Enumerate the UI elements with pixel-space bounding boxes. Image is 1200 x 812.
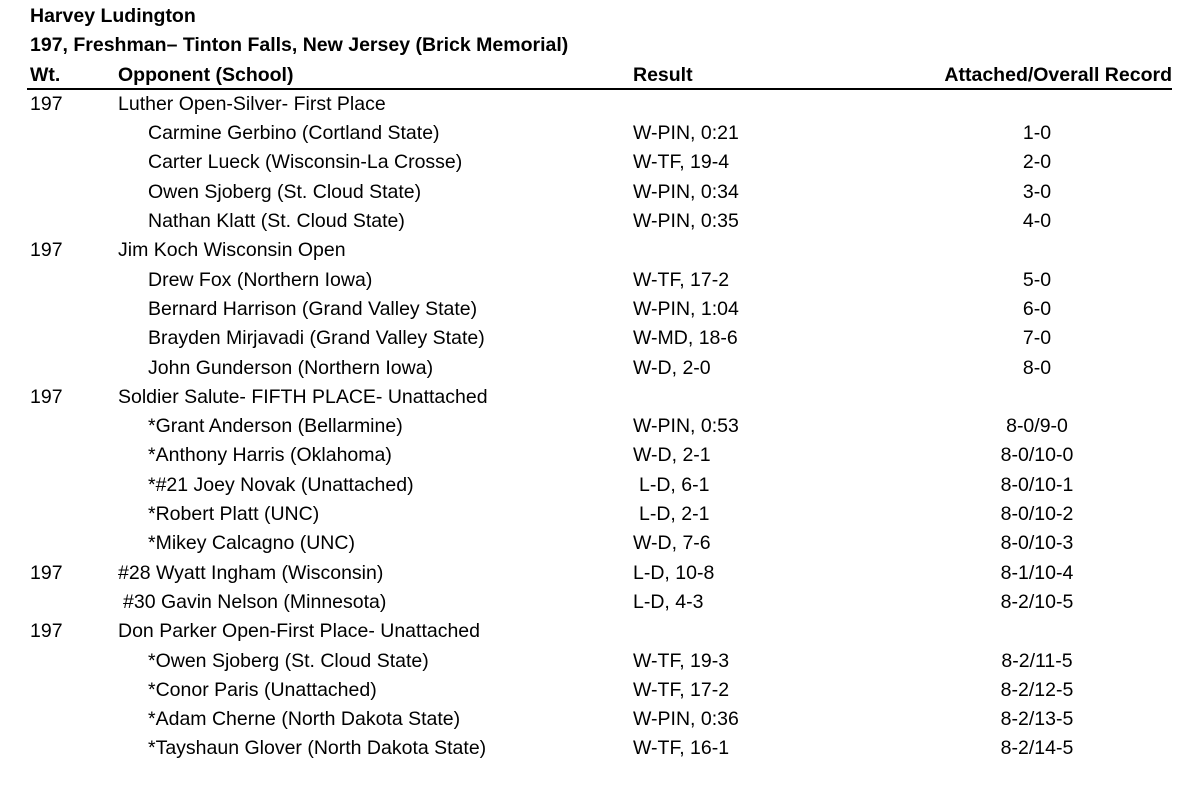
result-cell: W-PIN, 0:34	[633, 180, 739, 203]
result-cell: W-PIN, 0:53	[633, 415, 739, 438]
table-row: *Adam Cherne (North Dakota State) W-PIN,…	[27, 705, 1172, 734]
wt-cell: 197	[30, 92, 63, 115]
record-cell: 8-0/10-1	[1000, 473, 1074, 496]
table-row: 197 Don Parker Open-First Place- Unattac…	[27, 617, 1172, 646]
table-row: *Tayshaun Glover (North Dakota State) W-…	[27, 734, 1172, 763]
result-cell: W-TF, 17-2	[633, 268, 730, 291]
opponent-cell: *Tayshaun Glover (North Dakota State)	[148, 737, 487, 760]
result-cell: W-TF, 19-4	[633, 151, 730, 174]
result-cell: L-D, 6-1	[639, 473, 710, 496]
result-cell: W-TF, 17-2	[633, 678, 730, 701]
opponent-cell: Nathan Klatt (St. Cloud State)	[148, 210, 405, 233]
opponent-cell: Carmine Gerbino (Cortland State)	[148, 122, 440, 145]
opponent-cell: #28 Wyatt Ingham (Wisconsin)	[118, 561, 384, 584]
column-header-record: Attached/Overall Record	[944, 63, 1172, 86]
athlete-bio: 197, Freshman– Tinton Falls, New Jersey …	[30, 34, 569, 57]
result-cell: W-PIN, 1:04	[633, 297, 739, 320]
opponent-cell: Drew Fox (Northern Iowa)	[148, 268, 373, 291]
record-cell: 8-2/11-5	[1001, 649, 1073, 672]
table-row: #30 Gavin Nelson (Minnesota) L-D, 4-3 8-…	[27, 588, 1172, 617]
result-cell: W-TF, 16-1	[633, 737, 730, 760]
record-cell: 8-0/10-0	[1000, 444, 1074, 467]
record-cell: 8-0/10-3	[1000, 532, 1074, 555]
table-row: John Gunderson (Northern Iowa) W-D, 2-0 …	[27, 354, 1172, 383]
record-cell: 8-0/9-0	[1006, 415, 1068, 438]
result-cell: L-D, 4-3	[633, 590, 704, 613]
record-cell: 8-0/10-2	[1000, 503, 1074, 526]
opponent-cell: *Mikey Calcagno (UNC)	[148, 532, 355, 555]
table-row: Carter Lueck (Wisconsin-La Crosse) W-TF,…	[27, 148, 1172, 177]
opponent-cell: Bernard Harrison (Grand Valley State)	[148, 297, 478, 320]
record-cell: 4-0	[1022, 210, 1052, 233]
record-cell: 3-0	[1022, 180, 1052, 203]
table-row: Owen Sjoberg (St. Cloud State) W-PIN, 0:…	[27, 178, 1172, 207]
table-row: Drew Fox (Northern Iowa) W-TF, 17-2 5-0	[27, 266, 1172, 295]
opponent-cell: Carter Lueck (Wisconsin-La Crosse)	[148, 151, 463, 174]
record-cell: 8-2/12-5	[1000, 678, 1074, 701]
opponent-cell: *#21 Joey Novak (Unattached)	[148, 473, 414, 496]
record-cell: 8-2/14-5	[1000, 737, 1074, 760]
result-cell: L-D, 10-8	[633, 561, 715, 584]
table-row: *Owen Sjoberg (St. Cloud State) W-TF, 19…	[27, 647, 1172, 676]
opponent-cell: *Anthony Harris (Oklahoma)	[148, 444, 392, 467]
opponent-cell: Jim Koch Wisconsin Open	[118, 239, 346, 262]
table-row: 197 Jim Koch Wisconsin Open	[27, 236, 1172, 265]
results-table-body: 197 Luther Open-Silver- First Place Carm…	[27, 90, 1172, 764]
opponent-cell: *Grant Anderson (Bellarmine)	[148, 415, 403, 438]
column-header-wt: Wt.	[30, 63, 61, 86]
record-cell: 6-0	[1022, 297, 1052, 320]
opponent-cell: *Robert Platt (UNC)	[148, 503, 320, 526]
result-cell: W-MD, 18-6	[633, 327, 738, 350]
table-row: *Anthony Harris (Oklahoma) W-D, 2-1 8-0/…	[27, 441, 1172, 470]
wt-cell: 197	[30, 561, 63, 584]
table-row: 197 Luther Open-Silver- First Place	[27, 90, 1172, 119]
opponent-cell: Brayden Mirjavadi (Grand Valley State)	[148, 327, 485, 350]
wt-cell: 197	[30, 620, 63, 643]
table-row: *Mikey Calcagno (UNC) W-D, 7-6 8-0/10-3	[27, 529, 1172, 558]
opponent-cell: John Gunderson (Northern Iowa)	[148, 356, 434, 379]
opponent-cell: #30 Gavin Nelson (Minnesota)	[123, 590, 387, 613]
record-cell: 2-0	[1022, 151, 1052, 174]
record-cell: 8-0	[1022, 356, 1052, 379]
result-cell: W-D, 2-0	[633, 356, 711, 379]
result-cell: W-D, 7-6	[633, 532, 711, 555]
table-row: 197 Soldier Salute- FIFTH PLACE- Unattac…	[27, 383, 1172, 412]
opponent-cell: Soldier Salute- FIFTH PLACE- Unattached	[118, 385, 488, 408]
result-cell: W-TF, 19-3	[633, 649, 730, 672]
table-row: 197 #28 Wyatt Ingham (Wisconsin) L-D, 10…	[27, 559, 1172, 588]
record-cell: 8-2/13-5	[1000, 708, 1074, 731]
table-row: Carmine Gerbino (Cortland State) W-PIN, …	[27, 119, 1172, 148]
opponent-cell: Owen Sjoberg (St. Cloud State)	[148, 180, 422, 203]
column-header-opponent: Opponent (School)	[118, 63, 294, 86]
opponent-cell: Don Parker Open-First Place- Unattached	[118, 620, 480, 643]
table-row: *Conor Paris (Unattached) W-TF, 17-2 8-2…	[27, 676, 1172, 705]
record-cell: 7-0	[1022, 327, 1052, 350]
result-cell: W-PIN, 0:35	[633, 210, 739, 233]
table-row: Nathan Klatt (St. Cloud State) W-PIN, 0:…	[27, 207, 1172, 236]
record-cell: 8-1/10-4	[1000, 561, 1074, 584]
column-header-result: Result	[633, 63, 693, 86]
opponent-cell: *Owen Sjoberg (St. Cloud State)	[148, 649, 429, 672]
wt-cell: 197	[30, 385, 63, 408]
record-cell: 1-0	[1022, 122, 1052, 145]
record-cell: 5-0	[1022, 268, 1052, 291]
opponent-cell: Luther Open-Silver- First Place	[118, 92, 386, 115]
table-row: *#21 Joey Novak (Unattached) L-D, 6-1 8-…	[27, 471, 1172, 500]
result-cell: W-PIN, 0:21	[633, 122, 739, 145]
result-cell: L-D, 2-1	[639, 503, 710, 526]
table-row: Brayden Mirjavadi (Grand Valley State) W…	[27, 324, 1172, 353]
table-row: *Robert Platt (UNC) L-D, 2-1 8-0/10-2	[27, 500, 1172, 529]
opponent-cell: *Conor Paris (Unattached)	[148, 678, 377, 701]
athlete-name: Harvey Ludington	[30, 5, 196, 27]
result-cell: W-PIN, 0:36	[633, 708, 739, 731]
result-cell: W-D, 2-1	[633, 444, 711, 467]
record-cell: 8-2/10-5	[1000, 590, 1074, 613]
table-row: Bernard Harrison (Grand Valley State) W-…	[27, 295, 1172, 324]
table-header-row: Wt. Opponent (School) Result Attached/Ov…	[27, 61, 1172, 90]
record-sheet: Harvey Ludington 197, Freshman– Tinton F…	[27, 0, 1172, 764]
table-row: *Grant Anderson (Bellarmine) W-PIN, 0:53…	[27, 412, 1172, 441]
opponent-cell: *Adam Cherne (North Dakota State)	[148, 708, 461, 731]
wt-cell: 197	[30, 239, 63, 262]
